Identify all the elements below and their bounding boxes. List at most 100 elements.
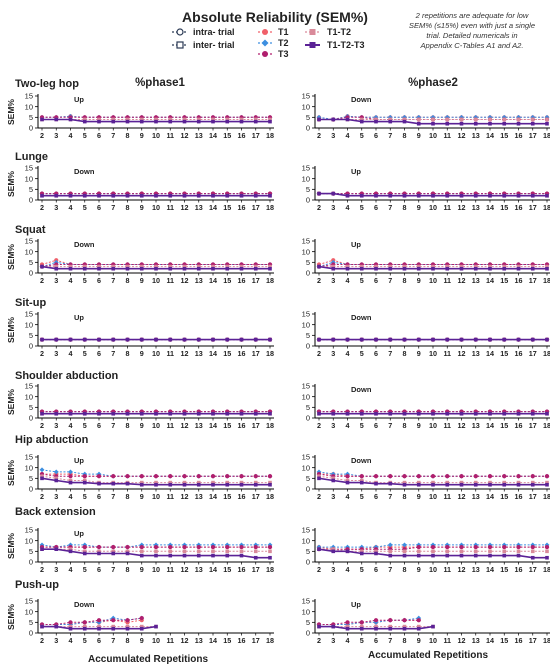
x-tick-label: 9 — [140, 131, 144, 140]
data-point — [459, 549, 464, 554]
data-point — [111, 481, 116, 486]
legend-item-t2: T2 — [258, 38, 289, 48]
x-tick-label: 9 — [140, 421, 144, 430]
series-line — [318, 261, 547, 268]
data-point — [431, 193, 435, 198]
x-tick-label: 8 — [403, 565, 407, 574]
x-tick-label: 2 — [317, 203, 321, 212]
data-point — [416, 480, 421, 485]
x-tick-label: 7 — [111, 421, 115, 430]
data-point — [96, 544, 102, 550]
data-point — [39, 467, 45, 473]
data-point — [40, 411, 44, 416]
data-point — [125, 117, 130, 122]
data-point — [388, 624, 393, 629]
data-point — [416, 117, 421, 122]
data-point — [530, 264, 535, 269]
x-tick-label: 12 — [458, 492, 466, 501]
data-point — [139, 544, 144, 550]
data-point — [374, 119, 378, 124]
y-tick-label: 10 — [302, 247, 310, 256]
x-tick-label: 18 — [266, 349, 274, 358]
legend-inter-label: inter- trial — [193, 40, 235, 50]
x-tick-label: 10 — [429, 349, 437, 358]
x-tick-label: 14 — [209, 276, 217, 285]
data-point — [139, 553, 144, 558]
data-point — [345, 626, 350, 631]
data-point — [139, 337, 144, 342]
x-tick-label: 6 — [97, 276, 101, 285]
data-point — [345, 620, 350, 625]
data-point — [211, 482, 215, 487]
data-point — [473, 474, 478, 479]
data-point — [182, 266, 187, 271]
data-point — [253, 549, 258, 554]
data-point — [111, 624, 116, 629]
data-point — [253, 193, 258, 198]
x-tick-label: 16 — [238, 131, 246, 140]
data-point — [125, 549, 130, 554]
x-tick-label: 6 — [97, 636, 101, 645]
data-point — [182, 193, 187, 198]
x-tick-label: 2 — [40, 421, 44, 430]
data-point — [374, 624, 378, 629]
row-title: Two-leg hop — [15, 78, 79, 90]
y-tick-label: 0 — [306, 124, 310, 133]
data-point — [459, 121, 464, 126]
data-point — [416, 618, 421, 623]
data-point — [54, 411, 59, 416]
x-tick-label: 17 — [252, 131, 260, 140]
data-point — [82, 264, 87, 269]
x-tick-label: 6 — [97, 421, 101, 430]
x-tick-label: 11 — [443, 421, 451, 430]
x-tick-label: 3 — [54, 636, 58, 645]
x-tick-label: 16 — [238, 565, 246, 574]
note-text: 2 repetitions are adequate for low SEM% … — [409, 11, 535, 50]
data-point — [516, 117, 521, 122]
data-point — [139, 117, 144, 122]
data-point — [182, 337, 187, 342]
column-title-phase2: %phase2 — [408, 77, 458, 89]
x-tick-label: 8 — [126, 636, 130, 645]
data-point — [239, 544, 244, 550]
data-point — [459, 117, 464, 122]
x-tick-label: 6 — [97, 349, 101, 358]
x-tick-label: 10 — [152, 492, 160, 501]
data-point — [239, 119, 244, 124]
x-tick-label: 3 — [54, 203, 58, 212]
note-line: SEM% (≤15%) even with just a single — [409, 21, 535, 30]
data-point — [488, 549, 492, 554]
data-point — [54, 193, 59, 198]
x-tick-label: 15 — [223, 492, 231, 501]
direction-annotation: Up — [74, 95, 84, 104]
y-tick-label: 5 — [29, 547, 33, 556]
x-tick-label: 12 — [458, 349, 466, 358]
x-tick-label: 3 — [54, 492, 58, 501]
y-tick-label: 0 — [306, 196, 310, 205]
x-tick-label: 12 — [181, 421, 189, 430]
x-tick-label: 7 — [111, 565, 115, 574]
y-tick-label: 0 — [306, 342, 310, 351]
data-point — [487, 114, 493, 120]
x-tick-label: 8 — [403, 636, 407, 645]
data-point — [68, 264, 73, 269]
data-point — [388, 193, 393, 198]
column-title-phase1: %phase1 — [135, 77, 185, 89]
data-point — [431, 337, 435, 342]
data-point — [359, 480, 364, 485]
y-tick-label: 0 — [306, 414, 310, 423]
data-point — [402, 542, 407, 548]
data-point — [97, 481, 101, 486]
data-point — [182, 482, 187, 487]
data-point — [253, 474, 258, 479]
x-tick-label: 18 — [543, 276, 550, 285]
x-tick-label: 10 — [429, 636, 437, 645]
data-point — [431, 121, 435, 126]
x-tick-label: 2 — [317, 492, 321, 501]
x-tick-label: 13 — [195, 565, 203, 574]
series-line — [42, 617, 142, 625]
